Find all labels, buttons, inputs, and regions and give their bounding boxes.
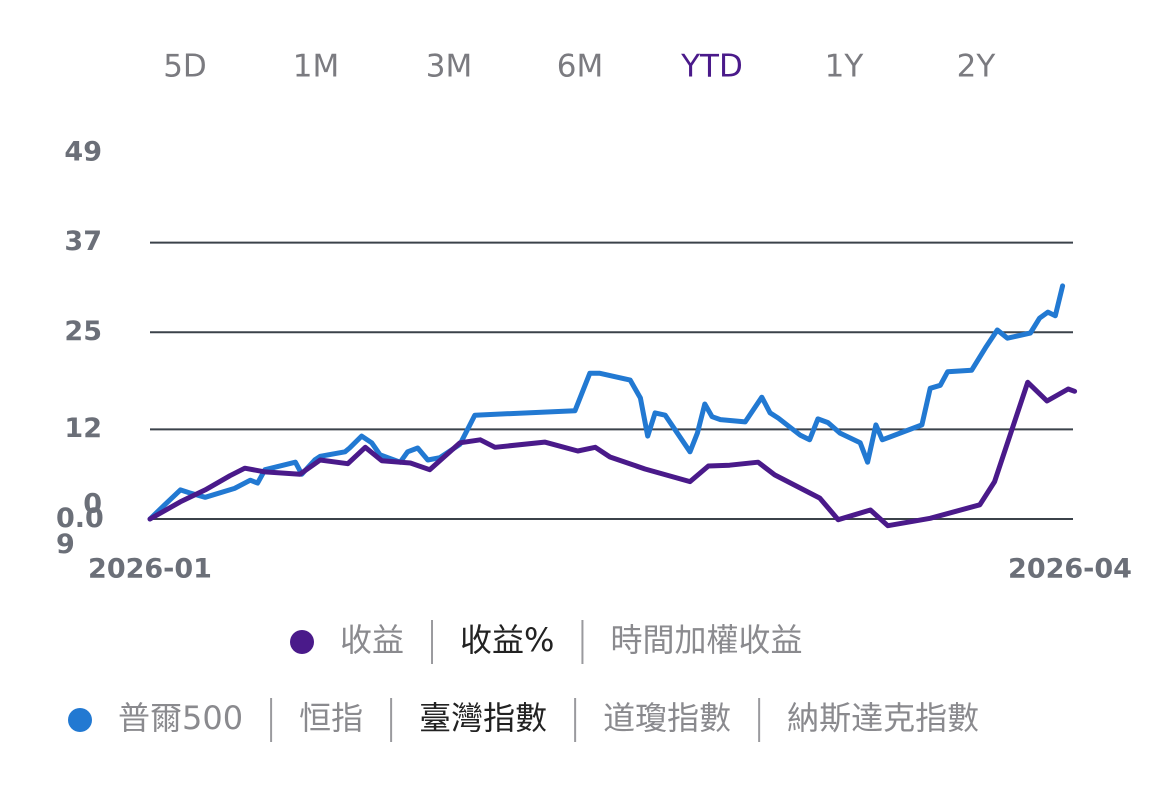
legend-option[interactable]: 臺灣指數 (419, 699, 547, 737)
x-tick-label: 2026-04 (1008, 554, 1132, 585)
range-tab[interactable]: 3M (426, 49, 472, 85)
legend-option[interactable]: 恒指 (299, 699, 363, 737)
legend-option[interactable]: 普爾500 (118, 699, 243, 737)
range-tab[interactable]: 1Y (825, 49, 864, 85)
y-tick-label: 37 (64, 226, 102, 257)
y-tick-label: 25 (64, 316, 102, 347)
y-tick-label: 12 (64, 413, 102, 444)
legend-option[interactable]: 收益 (340, 621, 404, 659)
legend-option[interactable]: 納斯達克指數 (787, 699, 979, 737)
range-tab[interactable]: 6M (557, 49, 603, 85)
legend-option[interactable]: 道瓊指數 (603, 699, 731, 737)
range-tab[interactable]: 2Y (957, 49, 996, 85)
legend-option[interactable]: 收益% (460, 621, 554, 659)
y-tick-label: 0 (83, 489, 102, 520)
y-tick-label: 49 (64, 136, 102, 167)
legend-dot (68, 708, 92, 732)
legend-dot (290, 630, 314, 654)
range-tab[interactable]: YTD (680, 49, 743, 85)
series-line (147, 283, 1066, 522)
range-tab[interactable]: 5D (163, 49, 207, 85)
x-tick-label: 2026-01 (88, 554, 212, 585)
y-min-label: 0.09 (56, 503, 104, 560)
series-line (147, 379, 1078, 529)
range-tab[interactable]: 1M (293, 49, 339, 85)
legend-option[interactable]: 時間加權收益 (610, 621, 802, 659)
